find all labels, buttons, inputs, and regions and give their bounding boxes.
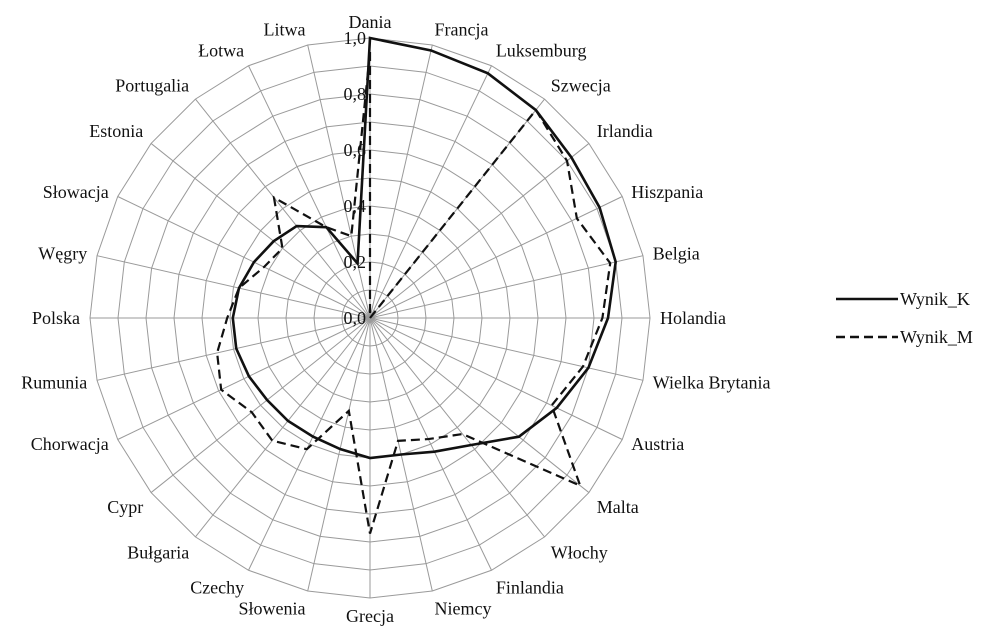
category-label: Włochy <box>551 543 608 563</box>
category-label: Łotwa <box>198 41 244 61</box>
category-label: Irlandia <box>597 121 653 141</box>
category-label: Cypr <box>107 497 143 517</box>
grid-spoke <box>195 98 371 319</box>
grid-spoke <box>369 317 492 571</box>
legend-label: Wynik_M <box>900 327 973 347</box>
legend: Wynik_K Wynik_M <box>836 289 973 347</box>
grid-spoke <box>369 317 623 440</box>
grid-spoke <box>369 44 433 319</box>
grid-spoke <box>150 317 371 493</box>
category-label: Chorwacja <box>31 434 109 454</box>
radial-tick-label: 0,8 <box>344 84 367 104</box>
grid-spoke <box>248 317 371 571</box>
grid-spoke <box>369 317 545 538</box>
category-label: Wielka Brytania <box>653 373 771 393</box>
category-label: Słowacja <box>43 182 109 202</box>
category-labels: Dania Francja Luksemburg Szwecja Irlandia His… <box>21 12 770 626</box>
grid-spoke <box>369 317 644 381</box>
category-label: Malta <box>597 497 639 517</box>
category-label: Portugalia <box>115 75 189 95</box>
grid-spoke <box>248 65 371 319</box>
series-wynik-k <box>231 36 618 460</box>
radial-tick-label: 0,0 <box>344 308 367 328</box>
grid-spoke <box>369 65 492 319</box>
category-label: Węgry <box>38 243 87 263</box>
radial-tick-label: 1,0 <box>344 28 367 48</box>
category-label: Luksemburg <box>496 41 587 61</box>
grid-spoke <box>195 317 371 538</box>
category-label: Litwa <box>263 19 305 39</box>
grid-spoke <box>369 255 644 319</box>
radial-tick-labels: 0,00,20,40,60,81,0 <box>344 28 367 328</box>
grid-spoke <box>307 44 371 319</box>
category-label: Finlandia <box>496 577 564 597</box>
category-label: Polska <box>32 308 80 328</box>
category-label: Szwecja <box>551 75 611 95</box>
grid-spoke <box>369 143 590 319</box>
category-label: Grecja <box>346 606 394 626</box>
category-label: Niemcy <box>435 599 492 619</box>
category-label: Holandia <box>660 308 726 328</box>
category-label: Bułgaria <box>127 543 189 563</box>
series-layer <box>216 36 618 534</box>
grid-spoke <box>117 317 371 440</box>
series-wynik-m <box>216 51 612 534</box>
category-label: Austria <box>631 434 684 454</box>
grid-spoke <box>369 196 623 319</box>
category-label: Francja <box>435 19 489 39</box>
category-label: Hiszpania <box>631 182 703 202</box>
grid-spoke <box>96 255 371 319</box>
category-label: Estonia <box>89 121 143 141</box>
grid-spoke <box>117 196 371 319</box>
legend-label: Wynik_K <box>900 289 970 309</box>
category-label: Dania <box>349 12 392 32</box>
grid-spoke <box>369 317 590 493</box>
category-label: Słowenia <box>238 599 305 619</box>
grid-spoke <box>307 317 371 592</box>
grid-spoke <box>150 143 371 319</box>
category-label: Belgia <box>653 243 700 263</box>
grid-spoke <box>96 317 371 381</box>
category-label: Rumunia <box>21 373 87 393</box>
category-label: Czechy <box>190 577 244 597</box>
